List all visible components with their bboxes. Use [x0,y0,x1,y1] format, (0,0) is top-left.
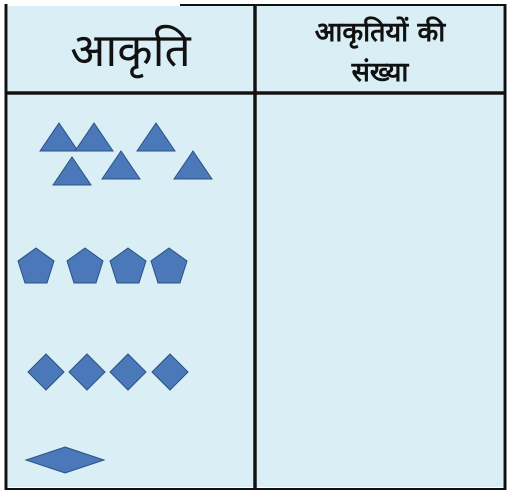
diamond-shape [27,353,65,391]
diamond-group [27,353,189,391]
count-answer-cell[interactable] [257,95,503,487]
triangle-shape [101,150,141,180]
pentagon-shape [17,247,55,284]
pentagon-shape [150,247,188,284]
header-shape-label: आकृति [70,23,191,77]
header-cell-shape: आकृति [8,6,253,91]
triangle-shape [39,122,79,152]
pentagon-shape [109,247,147,284]
triangle-group [39,122,213,186]
header-cell-count: आकृतियों की संख्या [257,6,503,91]
triangle-shape [173,150,213,180]
pentagon-group [17,247,188,284]
triangle-shape [52,156,92,186]
rhombus-shape [24,446,106,474]
diamond-shape [109,353,147,391]
rhombus-group [24,446,106,474]
triangle-shape [136,122,176,152]
triangle-shape [74,122,114,152]
pentagon-shape [66,247,104,284]
diamond-shape [68,353,106,391]
header-count-label-line1: आकृतियों की [314,17,446,48]
header-count-label-line2: संख्या [351,57,409,88]
shapes-cell [8,95,253,487]
diamond-shape [151,353,189,391]
